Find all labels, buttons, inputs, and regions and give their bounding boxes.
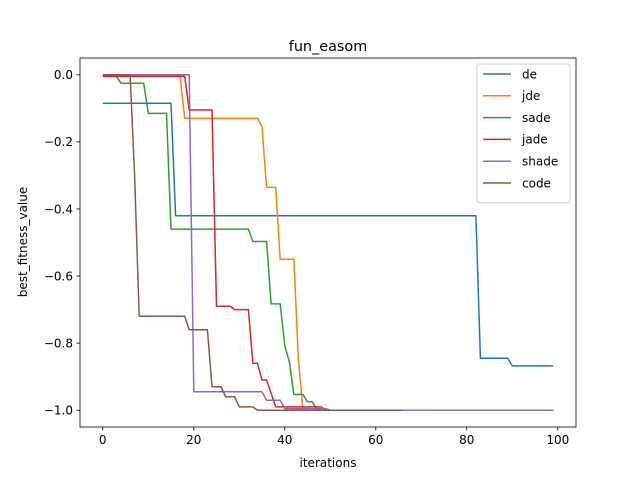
x-tick-label: 0 <box>99 433 107 447</box>
series-line-code <box>102 74 404 411</box>
legend-label-jde: jde <box>521 89 540 103</box>
legend: de jde sade jade shade code <box>476 63 571 204</box>
chart-title: fun_easom <box>289 39 368 55</box>
y-axis-label: best_fitness_value <box>16 187 30 298</box>
axes-frame <box>79 57 577 428</box>
y-axis: 0.0 −0.2 −0.4 −0.6 −0.8 −1.0 <box>44 68 80 418</box>
x-axis: 0 20 40 60 80 100 <box>99 427 569 447</box>
x-tick-label: 80 <box>459 433 474 447</box>
series-line-jde <box>102 75 554 411</box>
y-tick-label: −0.2 <box>44 135 73 149</box>
x-tick-label: 100 <box>546 433 569 447</box>
x-tick-label: 60 <box>368 433 383 447</box>
y-tick-label: −0.6 <box>44 269 73 283</box>
legend-label-sade: sade <box>522 111 551 125</box>
y-tick-label: −0.4 <box>44 202 73 216</box>
legend-label-shade: shade <box>522 155 558 169</box>
series-lines <box>102 74 554 411</box>
legend-box <box>476 63 571 204</box>
y-tick-label: −1.0 <box>44 404 73 418</box>
legend-label-jade: jade <box>521 133 548 147</box>
series-line-jade <box>102 75 554 411</box>
x-axis-label: iterations <box>300 456 357 470</box>
y-tick-label: −0.8 <box>44 336 73 350</box>
legend-label-de: de <box>522 67 537 81</box>
legend-label-code: code <box>522 176 551 190</box>
x-tick-label: 40 <box>277 433 292 447</box>
series-line-sade <box>102 75 554 411</box>
series-line-de <box>102 102 554 367</box>
y-tick-label: 0.0 <box>54 68 73 82</box>
series-line-shade <box>102 74 554 411</box>
x-tick-label: 20 <box>186 433 201 447</box>
